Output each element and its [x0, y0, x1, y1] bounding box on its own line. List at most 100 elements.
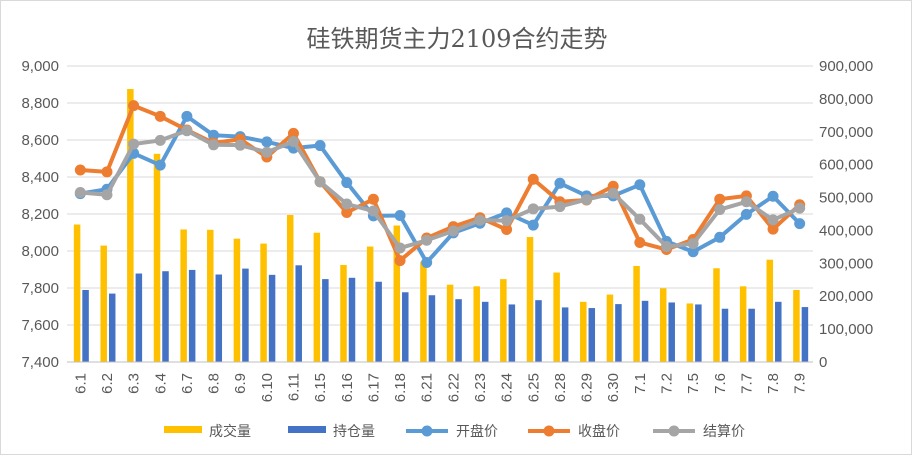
- volume-bar: [260, 243, 267, 362]
- right-axis-tick-label: 100,000: [819, 321, 873, 338]
- settlement-price-line: [78, 128, 802, 251]
- close-price-marker: [714, 193, 726, 205]
- settlement-price-marker: [181, 125, 193, 137]
- volume-bar: [739, 286, 747, 362]
- legend-volume-label: 成交量: [209, 423, 251, 440]
- left-axis-tick-label: 8,400: [21, 169, 59, 186]
- legend-close-price-label: 收盘价: [578, 423, 620, 440]
- legend-close-price: 收盘价: [528, 423, 620, 440]
- x-axis-tick-label: 6.25: [525, 373, 542, 402]
- open-interest-bar: [615, 304, 622, 362]
- right-axis-tick-label: 300,000: [819, 255, 873, 272]
- x-axis-tick-label: 6.9: [232, 373, 249, 394]
- open-price-marker: [154, 159, 166, 171]
- settlement-price-marker: [660, 241, 672, 253]
- open-price-marker: [554, 177, 566, 189]
- right-axis-tick-label: 900,000: [819, 58, 873, 75]
- x-axis-tick-label: 7.5: [685, 373, 702, 394]
- x-axis-tick-label: 7.8: [765, 373, 782, 394]
- volume-bar: [500, 279, 507, 362]
- open-interest-bar: [428, 295, 436, 362]
- volume-bar: [73, 224, 81, 362]
- right-axis-tick-label: 600,000: [819, 157, 873, 174]
- open-interest-bar: [295, 265, 302, 362]
- settlement-price-marker: [687, 238, 699, 250]
- x-axis-tick-label: 6.22: [445, 373, 462, 402]
- legend-volume-swatch: [164, 426, 202, 433]
- volume-bar: [420, 261, 427, 362]
- volume-bar: [340, 264, 347, 362]
- settlement-price-marker: [341, 198, 353, 210]
- left-axis-tick-label: 8,600: [21, 132, 59, 149]
- volume-bar: [207, 229, 214, 362]
- open-interest-bar: [402, 292, 409, 362]
- legend-open-interest-swatch: [288, 426, 326, 433]
- x-axis-tick-label: 6.10: [259, 373, 276, 402]
- close-price-marker: [527, 173, 539, 185]
- open-interest-bar: [721, 308, 729, 362]
- x-axis-tick-label: 6.15: [312, 373, 329, 402]
- settlement-price-marker: [421, 234, 433, 246]
- close-price-marker: [767, 223, 779, 235]
- settlement-price-marker: [740, 196, 752, 208]
- open-interest-bar: [748, 308, 755, 362]
- open-interest-bar: [775, 301, 782, 362]
- settlement-price-marker: [554, 201, 566, 213]
- close-price-marker: [128, 100, 140, 112]
- open-interest-bar: [588, 308, 596, 362]
- open-price-marker: [421, 256, 433, 268]
- right-axis-tick-label: 0: [819, 354, 827, 371]
- left-axis-tick-label: 7,800: [21, 280, 59, 297]
- legend: 成交量 持仓量 开盘价 收盘价 结算价: [164, 423, 745, 440]
- x-axis-tick-label: 6.1: [72, 373, 89, 394]
- x-axis-tick-label: 6.23: [472, 373, 489, 402]
- open-price-marker: [341, 177, 353, 189]
- legend-open-price: 开盘价: [406, 423, 498, 440]
- legend-open-price-label: 开盘价: [456, 423, 498, 440]
- settlement-price-marker: [314, 176, 326, 188]
- settlement-price-marker: [101, 189, 113, 201]
- volume-bar: [180, 229, 187, 362]
- open-interest-bar: [135, 273, 143, 362]
- left-axis-tick-label: 8,000: [21, 243, 59, 260]
- settlement-price-marker: [634, 213, 646, 225]
- open-price-marker: [687, 246, 699, 258]
- legend-volume: 成交量: [164, 423, 251, 440]
- close-price-marker: [74, 164, 86, 176]
- x-axis-tick-label: 6.24: [499, 373, 516, 402]
- open-interest-bar: [695, 304, 702, 362]
- legend-close-price-swatch-marker: [543, 425, 555, 437]
- open-price-marker: [527, 219, 539, 231]
- x-axis-tick-label: 7.2: [658, 373, 675, 394]
- settlement-price-marker: [447, 225, 459, 237]
- close-price-marker: [634, 236, 646, 248]
- open-price-marker: [634, 179, 646, 191]
- open-interest-bar: [188, 269, 196, 362]
- close-price-marker: [341, 207, 353, 219]
- x-axis-tick-label: 7.6: [712, 373, 729, 394]
- right-axis-tick-label: 800,000: [819, 91, 873, 108]
- open-interest-bar: [668, 302, 675, 362]
- open-interest-bar: [508, 304, 516, 362]
- open-interest-bar: [561, 307, 569, 362]
- legend-open-price-swatch-marker: [421, 425, 433, 437]
- volume-bar: [659, 288, 667, 362]
- settlement-price-marker: [501, 215, 513, 227]
- settlement-price-marker: [474, 214, 486, 226]
- open-price-marker: [181, 110, 193, 122]
- open-price-marker: [314, 140, 326, 152]
- left-axis: 7,400 7,600 7,800 8,000 8,200 8,400 8,600 8,800…: [21, 58, 59, 371]
- open-interest-bar: [641, 300, 649, 362]
- volume-bar: [526, 237, 534, 362]
- open-price-marker: [794, 218, 806, 230]
- volume-bar: [127, 89, 134, 363]
- volume-bar: [446, 284, 454, 362]
- volume-bar: [553, 272, 560, 362]
- close-price-marker: [394, 255, 406, 267]
- settlement-price-marker: [261, 146, 273, 158]
- open-interest-bar: [535, 300, 542, 362]
- open-interest-bar: [801, 307, 809, 362]
- settlement-price-marker: [581, 194, 593, 206]
- left-axis-tick-label: 7,400: [21, 354, 59, 371]
